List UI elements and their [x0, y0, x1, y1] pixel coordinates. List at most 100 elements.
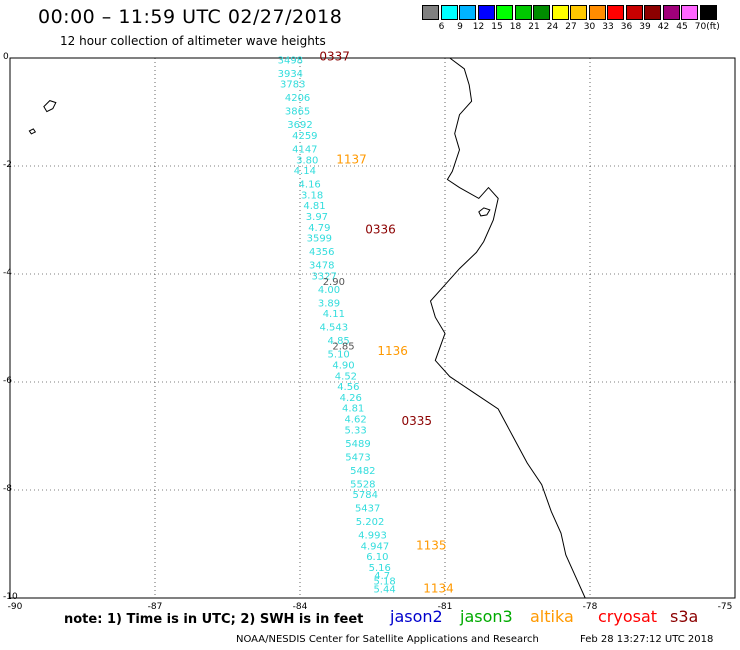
satellite-label: jason2 [390, 607, 443, 626]
satellite-label: altika [530, 607, 574, 626]
wave-height-value: 4.16 [299, 180, 321, 191]
wave-height-value: 4.947 [361, 541, 390, 552]
wave-height-value: 4.7 [374, 571, 390, 582]
wave-height-value: 3498 [278, 55, 303, 66]
wave-height-value: 4.56 [337, 382, 359, 393]
lat-tick-label: -8 [3, 484, 12, 494]
satellite-label: s3a [670, 607, 699, 626]
wave-height-value: 2.90 [323, 277, 345, 288]
legend-label: 21 [528, 22, 540, 32]
legend-swatch [588, 5, 606, 20]
wave-height-value: 5.10 [328, 350, 350, 361]
wave-height-value: 4.00 [318, 285, 340, 296]
satellite-label: jason3 [460, 607, 513, 626]
legend-swatch [533, 5, 550, 20]
wave-height-value: 5473 [345, 452, 370, 463]
legend-swatch [514, 5, 532, 20]
wave-height-value: 4.543 [320, 323, 349, 334]
pass-time-label: 1137 [336, 152, 367, 166]
wave-height-value: 3478 [309, 261, 334, 272]
legend-swatch [644, 5, 661, 20]
legend-label: 9 [457, 22, 463, 32]
lat-tick-label: -2 [3, 160, 12, 170]
wave-height-value: 4.14 [294, 166, 316, 177]
map-frame [9, 57, 736, 599]
wave-height-value: 3599 [307, 234, 332, 245]
legend-label: 39 [639, 22, 651, 32]
wave-height-value: 3692 [287, 120, 312, 131]
legend-label: 12 [472, 22, 485, 32]
legend-swatch [422, 5, 439, 20]
wave-height-value: 3934 [278, 69, 303, 80]
wave-height-value: 2.85 [332, 342, 354, 353]
footnote: note: 1) Time is in UTC; 2) SWH is in fe… [64, 612, 364, 627]
legend-swatch [662, 5, 680, 20]
wave-height-value: 5.202 [356, 517, 385, 528]
wave-height-value: 3.18 [301, 190, 323, 201]
satellite-label: cryosat [598, 607, 658, 626]
map-subtitle: 12 hour collection of altimeter wave hei… [60, 34, 326, 48]
pass-time-label: 0335 [402, 414, 433, 428]
wave-height-value: 4147 [292, 145, 317, 156]
legend-swatch [570, 5, 587, 20]
wave-height-value: 4.993 [358, 531, 387, 542]
wave-height-value: 3.89 [318, 298, 340, 309]
wave-height-value: 4259 [292, 131, 317, 142]
wave-height-value: 4206 [285, 93, 310, 104]
color-legend: 6 9 12 15 18 21 24 27 30 33 36 39 42 45 70 (ft) [422, 5, 728, 35]
wave-height-value: 4.52 [335, 371, 357, 382]
legend-swatch [681, 5, 698, 20]
legend-label: 6 [438, 22, 445, 32]
pass-time-label: 0337 [319, 50, 350, 64]
generation-timestamp: Feb 28 13:27:12 UTC 2018 [580, 634, 714, 645]
wave-height-value: 4.90 [332, 361, 354, 372]
wave-height-value: 3783 [280, 80, 305, 91]
legend-swatch [440, 5, 458, 20]
lon-tick-label: -81 [437, 602, 453, 612]
lon-tick-label: -90 [7, 602, 23, 612]
lon-tick-label: -87 [147, 602, 163, 612]
wave-height-value: 3.80 [296, 155, 318, 166]
legend-unit: (ft) [706, 22, 720, 32]
legend-label: 15 [491, 22, 503, 32]
lat-tick-label: -10 [3, 592, 18, 602]
legend-label: 42 [657, 22, 670, 32]
wave-height-value: 4.62 [344, 415, 366, 426]
wave-height-value: 5784 [353, 490, 378, 501]
legend-label: 30 [583, 22, 596, 32]
legend-swatch [551, 5, 569, 20]
credit-line: NOAA/NESDIS Center for Satellite Applica… [236, 634, 539, 645]
coastline [429, 57, 586, 599]
wave-height-value: 5437 [355, 504, 380, 515]
legend-swatch [496, 5, 513, 20]
legend-label: 27 [565, 22, 577, 32]
wave-height-value: 5482 [350, 466, 375, 477]
legend-swatch [699, 5, 717, 20]
legend-swatch [625, 5, 643, 20]
wave-height-value: 4.11 [323, 309, 345, 320]
legend-label: 18 [509, 22, 522, 32]
wave-height-value: 4356 [309, 247, 334, 258]
wave-height-value: 3.97 [306, 212, 328, 223]
legend-label: 70 [694, 22, 707, 32]
lat-tick-label: -4 [3, 268, 12, 278]
pass-time-label: 0336 [365, 223, 396, 237]
pass-time-label: 1135 [416, 538, 447, 552]
wave-height-value: 5.16 [369, 563, 391, 574]
lon-tick-label: -84 [292, 602, 308, 612]
wave-height-value: 3327 [311, 271, 336, 282]
wave-height-value: 4.26 [340, 393, 362, 404]
puna-island [478, 207, 491, 217]
legend-label: 33 [602, 22, 614, 32]
wave-height-value: 6.10 [366, 552, 388, 563]
wave-height-value: 5489 [345, 439, 370, 450]
wave-height-value: 4.79 [308, 223, 330, 234]
legend-swatch [477, 5, 495, 20]
legend-swatch [607, 5, 624, 20]
wave-height-value: 4.81 [342, 404, 364, 415]
wave-height-value: 5.33 [344, 425, 366, 436]
wave-height-value: 4.81 [303, 201, 325, 212]
wave-height-value: 5.18 [373, 577, 395, 588]
pass-time-label: 1136 [377, 344, 408, 358]
